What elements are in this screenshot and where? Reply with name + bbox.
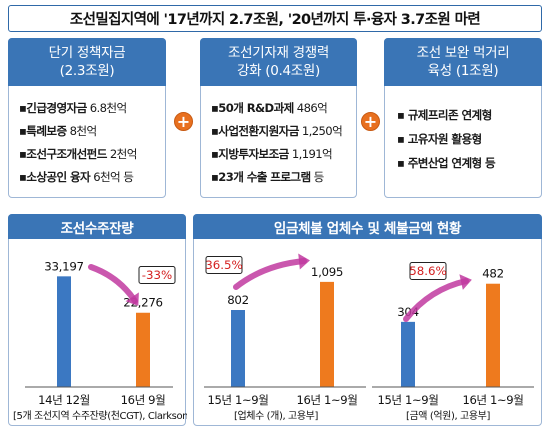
bar (57, 276, 71, 387)
change-label: 58.6% (409, 264, 446, 278)
item-amount: 6.8천억 (89, 101, 127, 115)
item-amount: 등 (313, 170, 325, 184)
source-note: [5개 조선지역 수주잔량(천CGT), Clarkson] (13, 410, 187, 422)
panel-header-line1: 조선 보완 먹거리 (416, 45, 510, 61)
item-amount: 1,191억 (291, 147, 333, 161)
list-item: ▪ 규제프리존 연계형 (397, 108, 493, 122)
panel-item-list: ▪긴급경영자금 6.8천억 ▪특례보증 8천억 ▪조선구조개선펀드 2천억 ▪소… (19, 97, 161, 189)
item-name: 긴급경영자금 (26, 101, 87, 115)
panel-header-line2: 강화 (0.4조원) (237, 63, 320, 79)
panel-new-growth-engines: 조선 보완 먹거리 육성 (1조원) ▪ 규제프리존 연계형 ▪ 고유자원 활용… (384, 38, 542, 198)
chart-title: 조선수주잔량 (8, 214, 186, 239)
list-item: ▪사업전환지원자금 1,250억 (211, 124, 343, 138)
page-title-text: 조선밀집지역에 '17년까지 2.7조원, '20년까지 투·융자 3.7조원 … (69, 12, 481, 28)
panel-item-list: ▪50개 R&D과제 486억 ▪사업전환지원자금 1,250억 ▪지방투자보조… (211, 97, 352, 189)
trend-arrowhead (459, 274, 472, 290)
x-tick-label: 14년 12월 (38, 393, 90, 407)
item-name: 특례보증 (26, 124, 67, 138)
list-item: ▪23개 수출 프로그램 등 (211, 170, 325, 184)
list-item: ▪소상공인 융자 6천억 등 (19, 170, 134, 184)
panel-header: 단기 정책자금 (2.3조원) (8, 38, 166, 86)
list-item: ▪조선구조개선펀드 2천억 (19, 147, 138, 161)
item-name: 규제프리존 연계형 (407, 108, 493, 122)
change-badge (205, 256, 243, 274)
chart-title: 임금체불 업체수 및 체불금액 현황 (193, 214, 542, 239)
x-tick-label: 16년 1~9월 (296, 393, 357, 407)
item-name: 사업전환지원자금 (218, 124, 299, 138)
change-badge (138, 266, 176, 284)
panel-header: 조선 보완 먹거리 육성 (1조원) (384, 38, 542, 86)
panel-equipment-competitiveness: 조선기자재 경쟁력 강화 (0.4조원) ▪50개 R&D과제 486억 ▪사업… (200, 38, 357, 198)
item-amount: 2천억 (109, 147, 138, 161)
source-note: [금액 (억원), 고용부] (406, 410, 490, 422)
change-label: 36.5% (205, 258, 242, 272)
chart-wage-arrears: 임금체불 업체수 및 체불금액 현황 802 15년 1~9월 1,095 16년 1… (193, 214, 542, 426)
page-title: 조선밀집지역에 '17년까지 2.7조원, '20년까지 투·융자 3.7조원 … (8, 5, 542, 32)
trend-arrowhead (125, 292, 139, 306)
panel-header-line2: 육성 (1조원) (427, 63, 499, 79)
item-name: 주변산업 연계형 등 (407, 156, 496, 170)
x-tick-label: 15년 1~9월 (377, 393, 438, 407)
data-label: 33,197 (44, 259, 83, 273)
panel-header-line1: 조선기자재 경쟁력 (228, 45, 329, 61)
data-label: 1,095 (311, 265, 343, 279)
item-amount: 1,250억 (301, 124, 343, 138)
item-name: 고유자원 활용형 (407, 132, 483, 146)
trend-arrow (88, 264, 138, 304)
panel-header-line2: (2.3조원) (59, 63, 115, 79)
bar (231, 310, 245, 387)
bar (320, 281, 334, 387)
x-tick-label: 15년 1~9월 (207, 393, 268, 407)
trend-arrowhead (298, 253, 310, 270)
panel-header: 조선기자재 경쟁력 강화 (0.4조원) (200, 38, 357, 86)
data-label: 802 (227, 293, 249, 307)
plus-icon: + (361, 112, 380, 131)
item-name: 지방투자보조금 (218, 147, 289, 161)
panel-short-term-funds: 단기 정책자금 (2.3조원) ▪긴급경영자금 6.8천억 ▪특례보증 8천억 … (8, 38, 166, 198)
list-item: ▪특례보증 8천억 (19, 124, 98, 138)
bar (486, 283, 500, 387)
source-note: [업체수 (개), 고용부] (234, 409, 318, 422)
item-name: 조선구조개선펀드 (26, 147, 107, 161)
item-amount: 6천억 등 (93, 170, 134, 184)
item-name: 소상공인 융자 (26, 170, 91, 184)
x-tick-label: 16년 1~9월 (462, 393, 523, 407)
panel-item-list: ▪ 규제프리존 연계형 ▪ 고유자원 활용형 ▪ 주변산업 연계형 등 (397, 103, 537, 175)
list-item: ▪지방투자보조금 1,191억 (211, 147, 333, 161)
list-item: ▪ 주변산업 연계형 등 (397, 156, 496, 170)
bar (136, 312, 150, 387)
trend-arrow (233, 258, 307, 290)
panel-header-line1: 단기 정책자금 (48, 45, 126, 61)
data-label: 482 (482, 267, 504, 281)
item-amount: 486억 (296, 101, 328, 115)
item-name: 23개 수출 프로그램 (218, 170, 311, 184)
trend-arrow (403, 278, 469, 322)
chart-order-backlog: 조선수주잔량 33,197 14년 12월 22,276 16년 9월 [5개 조선지역… (8, 214, 187, 426)
item-amount: 8천억 (69, 124, 98, 138)
bar (401, 321, 415, 387)
plus-icon: + (174, 112, 193, 131)
item-name: 50개 R&D과제 (218, 101, 294, 115)
list-item: ▪50개 R&D과제 486억 (211, 101, 328, 115)
change-badge (409, 262, 447, 280)
list-item: ▪ 고유자원 활용형 (397, 132, 483, 146)
list-item: ▪긴급경영자금 6.8천억 (19, 101, 127, 115)
change-label: -33% (142, 268, 172, 282)
x-tick-label: 16년 9월 (121, 393, 166, 407)
